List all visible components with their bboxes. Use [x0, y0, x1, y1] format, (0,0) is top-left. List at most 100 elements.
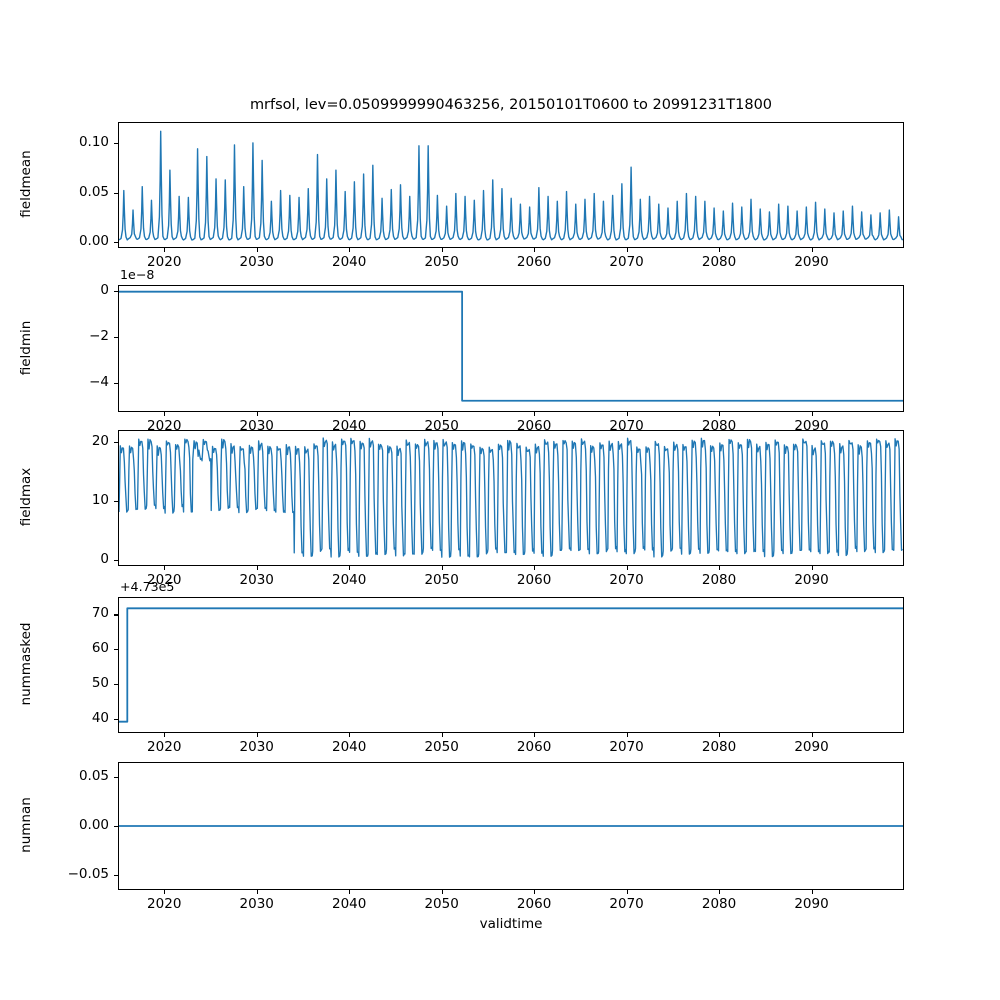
fieldmin-x-tickmark-1	[256, 412, 258, 416]
nummasked-y-tick-3: 70	[91, 605, 109, 622]
numnan-x-tickmark-5	[626, 890, 628, 894]
fieldmax-x-tickmark-1	[256, 566, 258, 570]
fieldmin-series-line	[119, 290, 903, 402]
fieldmax-x-tickmark-5	[626, 566, 628, 570]
fieldmin-x-tick-2: 2040	[331, 418, 367, 434]
numnan-x-tickmark-7	[811, 890, 813, 894]
fieldmin-x-tick-1: 2030	[239, 418, 274, 434]
numnan-x-tickmark-1	[256, 890, 258, 894]
nummasked-x-tick-5: 2070	[609, 739, 644, 755]
fieldmin-y-tick-2: −4	[89, 374, 109, 391]
numnan-x-tick-6: 2080	[701, 896, 737, 912]
fieldmax-x-tick-2: 2040	[331, 572, 367, 588]
fieldmean-y-tickmark-0	[114, 242, 118, 244]
fieldmean-x-tick-3: 2050	[424, 254, 459, 270]
fieldmean-x-tickmark-3	[441, 248, 443, 252]
panel-nummasked	[118, 597, 904, 733]
fieldmax-x-tickmark-4	[534, 566, 536, 570]
fieldmax-y-tick-1: 10	[91, 491, 109, 508]
fieldmin-x-tickmark-5	[626, 412, 628, 416]
numnan-x-tick-3: 2050	[424, 896, 459, 912]
fieldmean-x-tickmark-4	[534, 248, 536, 252]
fieldmin-x-tick-4: 2060	[516, 418, 552, 434]
nummasked-x-tick-4: 2060	[516, 739, 552, 755]
nummasked-x-tickmark-7	[811, 733, 813, 737]
fieldmax-x-tickmark-7	[811, 566, 813, 570]
fieldmin-y-tickmark-1	[114, 336, 118, 339]
nummasked-x-tick-0: 2020	[147, 739, 182, 755]
nummasked-y-tickmark-2	[114, 649, 118, 651]
fieldmean-x-tick-7: 2090	[794, 254, 829, 270]
nummasked-x-tickmark-5	[626, 733, 628, 737]
x-axis-label: validtime	[479, 916, 543, 932]
fieldmean-x-tick-6: 2080	[701, 254, 737, 270]
nummasked-y-tickmark-3	[114, 614, 118, 616]
nummasked-x-tick-1: 2030	[239, 739, 274, 755]
fieldmax-plot-area	[119, 437, 903, 558]
fieldmean-y-tick-1: 0.05	[78, 183, 109, 200]
fieldmin-y-offset-text: 1e−8	[120, 267, 155, 282]
nummasked-x-tickmark-3	[441, 733, 443, 737]
fieldmin-y-tickmark-0	[114, 290, 118, 292]
numnan-x-tickmark-2	[349, 890, 351, 894]
fieldmax-series-line	[119, 437, 903, 558]
fieldmean-y-axis-label: fieldmean	[18, 150, 34, 218]
fieldmean-x-tickmark-1	[256, 248, 258, 252]
nummasked-y-tickmark-0	[114, 719, 118, 721]
nummasked-plot-area	[119, 607, 903, 723]
fieldmax-x-tickmark-3	[441, 566, 443, 570]
fieldmin-x-tickmark-2	[349, 412, 351, 416]
fieldmax-y-tick-2: 20	[91, 432, 109, 449]
fieldmean-x-tickmark-0	[164, 248, 166, 252]
numnan-x-tick-4: 2060	[516, 896, 552, 912]
numnan-x-tick-0: 2020	[147, 896, 182, 912]
nummasked-y-tick-0: 40	[91, 710, 109, 727]
fieldmean-y-tickmark-2	[114, 143, 118, 145]
nummasked-x-tick-7: 2090	[794, 739, 829, 755]
fieldmin-y-tick-1: −2	[89, 327, 109, 344]
panel-fieldmean	[118, 122, 904, 248]
numnan-x-tick-7: 2090	[794, 896, 829, 912]
fieldmin-x-tick-3: 2050	[424, 418, 459, 434]
fieldmin-x-tickmark-4	[534, 412, 536, 416]
fieldmax-x-tick-0: 2020	[147, 572, 182, 588]
fieldmin-y-axis-label: fieldmin	[18, 320, 34, 375]
numnan-x-tick-1: 2030	[239, 896, 274, 912]
numnan-y-tickmark-0	[114, 776, 118, 778]
panel-numnan	[118, 762, 904, 890]
fieldmin-x-tickmark-0	[164, 412, 166, 416]
fieldmin-plot-area	[119, 290, 903, 402]
fieldmin-x-tickmark-7	[811, 412, 813, 416]
nummasked-x-tickmark-2	[349, 733, 351, 737]
panel-fieldmax	[118, 430, 904, 566]
fieldmin-y-tickmark-2	[114, 383, 118, 385]
fieldmean-plot-area	[119, 130, 903, 241]
fieldmax-x-tickmark-6	[719, 566, 721, 570]
numnan-x-tickmark-3	[441, 890, 443, 894]
fieldmean-x-tick-2: 2040	[331, 254, 367, 270]
fieldmax-y-tickmark-0	[114, 560, 118, 562]
fieldmin-x-tick-0: 2020	[147, 418, 182, 434]
fieldmean-y-tick-0: 0.00	[78, 233, 109, 250]
figure-title: mrfsol, lev=0.0509999990463256, 20150101…	[249, 97, 773, 113]
nummasked-x-tickmark-6	[719, 733, 721, 737]
nummasked-y-tick-1: 50	[91, 675, 109, 692]
fieldmin-x-tickmark-6	[719, 412, 721, 416]
fieldmean-x-tickmark-7	[811, 248, 813, 252]
fieldmean-x-tick-5: 2070	[609, 254, 644, 270]
fieldmin-x-tickmark-3	[441, 412, 443, 416]
fieldmean-x-tick-1: 2030	[239, 254, 274, 270]
nummasked-x-tickmark-1	[256, 733, 258, 737]
fieldmax-x-tick-3: 2050	[424, 572, 459, 588]
nummasked-y-axis-label: nummasked	[18, 622, 34, 706]
fieldmax-y-tickmark-1	[114, 500, 118, 503]
fieldmax-x-tick-5: 2070	[609, 572, 644, 588]
nummasked-x-tickmark-4	[534, 733, 536, 737]
nummasked-y-tickmark-1	[114, 684, 118, 686]
fieldmax-x-tick-6: 2080	[701, 572, 737, 588]
fieldmax-y-tickmark-2	[114, 441, 118, 443]
fieldmin-x-tick-5: 2070	[609, 418, 644, 434]
fieldmean-x-tick-0: 2020	[147, 254, 182, 270]
numnan-y-tickmark-2	[114, 875, 118, 877]
